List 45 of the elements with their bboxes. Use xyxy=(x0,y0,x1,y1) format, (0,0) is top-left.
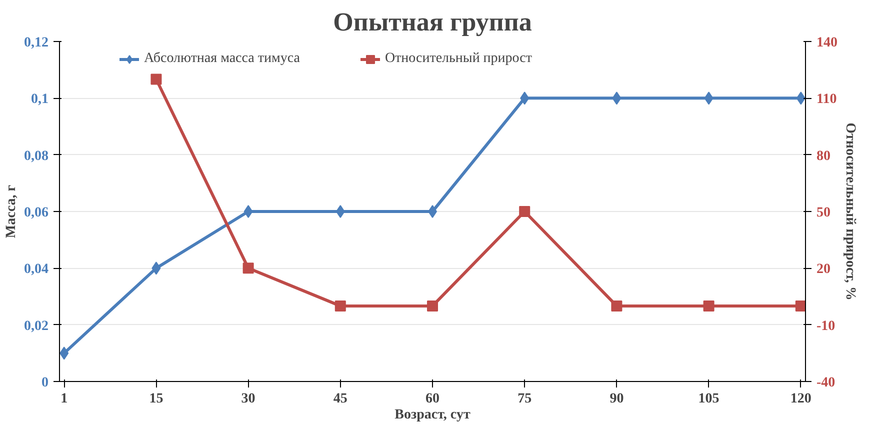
y-tick-label: 0,1 xyxy=(31,92,48,108)
y-tick-label: 0,08 xyxy=(24,148,48,164)
y-tick-label: 0,02 xyxy=(24,318,48,334)
x-tick-label: 15 xyxy=(149,392,164,406)
point xyxy=(612,92,622,105)
y-tick-label: 0,06 xyxy=(24,206,48,220)
point xyxy=(611,300,622,312)
y2-tick-label: 20 xyxy=(816,262,830,278)
y2-tick-label: 80 xyxy=(816,148,830,164)
point xyxy=(60,346,69,360)
y-tick-label: 0,04 xyxy=(24,262,48,278)
x-tick-label: 30 xyxy=(241,392,256,406)
y2-axis-title: Относительный прирост, % xyxy=(842,122,858,300)
point xyxy=(336,205,345,218)
point xyxy=(334,300,346,312)
x-tick-label: 105 xyxy=(698,392,720,406)
point xyxy=(427,300,438,312)
point xyxy=(795,300,806,312)
legend-label: Абсолютная масса тимуса xyxy=(144,51,300,67)
y-tick-label: 0,12 xyxy=(24,36,48,50)
point xyxy=(703,300,714,312)
point xyxy=(519,206,530,217)
x-tick-label: 45 xyxy=(333,392,348,406)
point xyxy=(152,262,161,275)
chart-title: Опытная группа xyxy=(333,8,532,36)
x-tick-label: 90 xyxy=(610,392,624,406)
point xyxy=(796,92,806,105)
point xyxy=(244,205,253,218)
x-tick-label: 120 xyxy=(790,392,812,406)
y2-tick-label: 140 xyxy=(816,36,838,50)
y-axis-title: Масса, г xyxy=(4,184,19,238)
y2-tick-label: -10 xyxy=(816,318,836,334)
y-tick-label: 0 xyxy=(42,376,48,390)
point xyxy=(704,92,714,105)
y2-tick-label: 50 xyxy=(816,206,830,220)
x-tick-label: 60 xyxy=(426,392,440,406)
y2-tick-label: -40 xyxy=(816,376,836,390)
x-tick-label: 75 xyxy=(518,392,532,406)
point xyxy=(150,74,162,85)
point xyxy=(520,92,530,105)
x-tick-label: 1 xyxy=(60,392,68,406)
legend-label: Относительный прирост xyxy=(384,51,532,67)
y2-tick-label: 110 xyxy=(816,92,837,108)
point xyxy=(242,262,254,274)
x-axis-title: Возраст, сут xyxy=(394,408,470,422)
